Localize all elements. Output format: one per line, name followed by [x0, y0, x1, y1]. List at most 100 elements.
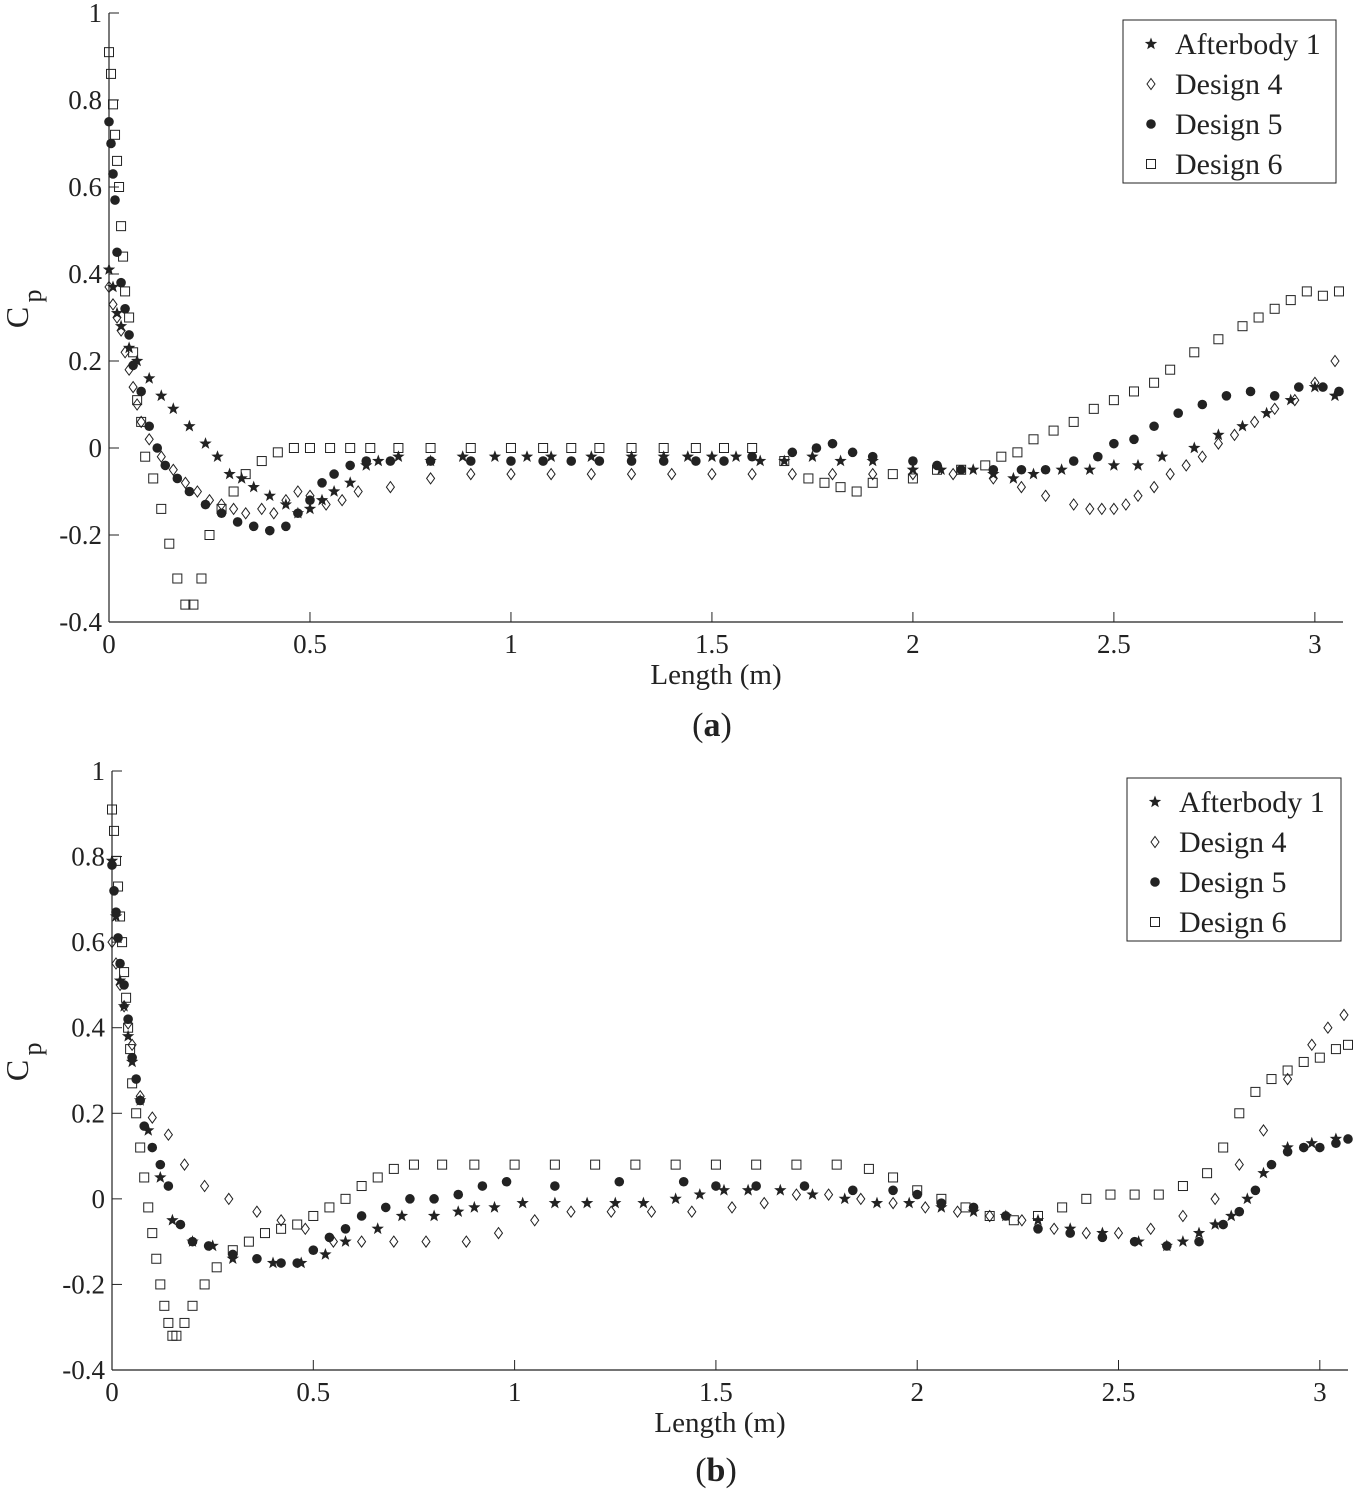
data-point — [385, 480, 396, 494]
data-point — [1049, 1222, 1059, 1236]
data-point — [180, 476, 191, 490]
data-point — [717, 1183, 731, 1196]
data-point — [888, 1172, 899, 1183]
data-point — [113, 881, 124, 892]
data-point — [988, 472, 998, 485]
data-point — [104, 280, 114, 294]
chart-panel-a: 0 0.5 1 1.5 2 2.5 3 -0.4 -0.2 0 0.2 0.4 0.6 0.8 1 Lengt… — [0, 0, 1344, 744]
data-point — [907, 473, 918, 484]
data-point — [1165, 467, 1175, 481]
data-point — [1096, 1226, 1109, 1239]
x-tick-label: 2 — [906, 629, 920, 659]
data-point — [908, 467, 918, 481]
y-tick-label: 0.2 — [71, 1098, 105, 1128]
data-point — [1085, 502, 1095, 516]
y-tick-label: -0.4 — [59, 607, 102, 637]
data-point — [465, 443, 476, 453]
data-point — [1229, 428, 1240, 442]
data-point — [163, 1317, 174, 1328]
data-point — [1245, 386, 1256, 397]
data-point — [175, 1219, 186, 1230]
data-point — [224, 1192, 234, 1206]
data-point — [711, 1181, 721, 1191]
data-point — [1310, 376, 1320, 390]
data-point — [585, 450, 598, 462]
data-point — [806, 1188, 819, 1200]
data-point — [465, 456, 476, 466]
data-point — [232, 517, 243, 527]
data-point — [144, 432, 154, 446]
data-point — [124, 312, 135, 323]
data-point — [128, 380, 138, 394]
legend-box — [1122, 19, 1337, 184]
data-point — [199, 437, 212, 449]
data-point — [625, 450, 638, 462]
data-point — [1197, 450, 1207, 464]
data-point — [168, 463, 178, 477]
data-point — [136, 416, 147, 427]
data-point — [566, 1205, 576, 1219]
data-point — [228, 486, 239, 497]
data-point — [838, 1192, 851, 1205]
data-point — [148, 473, 159, 484]
data-point — [888, 1196, 898, 1210]
x-tick-label: 0.5 — [293, 629, 327, 659]
data-point — [266, 1256, 280, 1269]
data-point — [1270, 402, 1280, 416]
data-point — [372, 454, 385, 467]
data-point — [184, 486, 195, 497]
data-point — [1194, 1236, 1204, 1247]
data-point — [106, 68, 117, 79]
data-point — [248, 521, 259, 532]
data-point — [1197, 399, 1208, 410]
data-point — [545, 450, 558, 462]
data-point — [658, 443, 669, 453]
data-point — [147, 1111, 157, 1124]
data-point — [104, 47, 114, 58]
y-axis-label-subscript: p — [18, 290, 47, 303]
data-point — [345, 460, 355, 471]
data-point — [1069, 498, 1079, 511]
data-point — [968, 1202, 979, 1213]
data-point — [690, 443, 701, 453]
data-point — [867, 451, 878, 462]
data-point — [211, 1262, 222, 1273]
data-point — [380, 1202, 391, 1213]
data-point — [308, 1245, 319, 1255]
data-point — [1333, 286, 1344, 297]
legend-marker-diamond — [1150, 835, 1160, 849]
y-tick-label: -0.4 — [62, 1355, 105, 1385]
data-point — [276, 1213, 286, 1227]
data-point — [152, 443, 163, 453]
data-point — [1213, 437, 1224, 450]
data-point — [932, 464, 943, 475]
data-point — [395, 1209, 409, 1222]
data-point — [120, 286, 131, 297]
x-tick-label: 0 — [102, 629, 116, 659]
data-point — [408, 1159, 419, 1170]
x-tick-label: 0.5 — [296, 1377, 330, 1407]
data-point — [727, 1201, 737, 1214]
x-tick-label: 1 — [504, 629, 518, 659]
data-point — [353, 485, 363, 498]
data-point — [1007, 471, 1020, 484]
data-point — [1308, 380, 1321, 393]
data-point — [164, 538, 175, 549]
data-point — [108, 169, 118, 179]
legend: Afterbody 1 Design 4 Design 5 Design 6 — [1126, 777, 1342, 942]
data-point — [1064, 1222, 1077, 1235]
legend-label: Design 4 — [1179, 826, 1287, 859]
data-point — [115, 911, 126, 922]
data-point — [888, 1185, 898, 1196]
data-point — [1269, 391, 1280, 401]
y-tick-label: -0.2 — [59, 520, 102, 550]
legend-marker-square — [1146, 159, 1156, 169]
y-tick-label: 0.4 — [71, 1013, 105, 1043]
data-point — [867, 477, 878, 488]
data-point — [1165, 364, 1176, 375]
data-point — [269, 506, 279, 520]
data-point — [256, 456, 267, 467]
data-point — [389, 1235, 399, 1248]
data-point — [718, 443, 729, 453]
data-point — [506, 456, 516, 466]
